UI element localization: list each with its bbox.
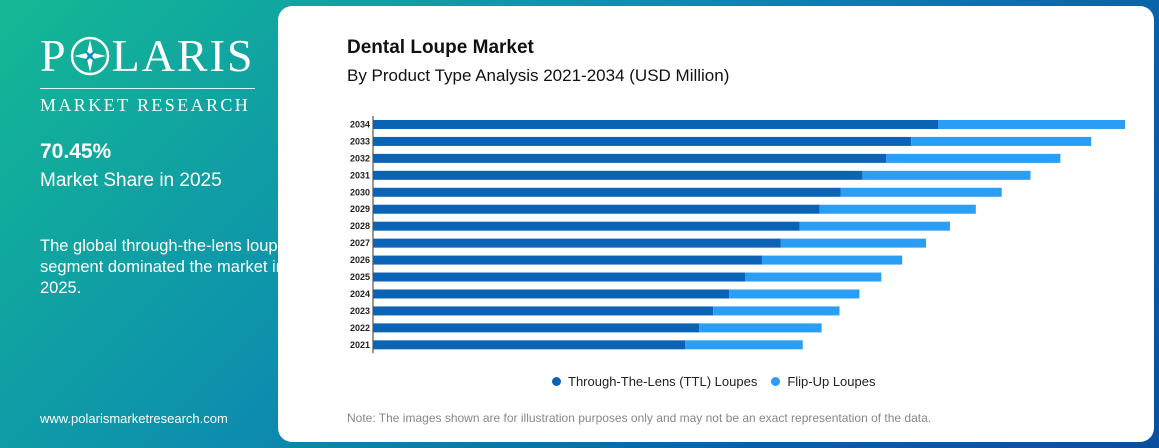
- y-tick-label: 2028: [350, 221, 370, 231]
- bar-flip-2022: [699, 323, 822, 333]
- bar-flip-2027: [780, 238, 927, 248]
- legend-label-flip: Flip-Up Loupes: [787, 374, 876, 389]
- y-tick-label: 2022: [350, 323, 370, 333]
- website-link[interactable]: www.polarismarketresearch.com: [40, 411, 228, 426]
- chart-legend: Through-The-Lens (TTL) Loupes Flip-Up Lo…: [552, 374, 889, 389]
- y-tick-label: 2021: [350, 340, 370, 350]
- chart-title: Dental Loupe Market: [347, 37, 534, 58]
- bar-flip-2032: [886, 153, 1061, 163]
- legend-item-flip: Flip-Up Loupes: [771, 374, 875, 389]
- polaris-logo: P LARIS MARKET RESEARCH: [40, 30, 260, 116]
- bar-ttl-2024: [373, 289, 730, 299]
- logo-letters-laris: LARIS: [111, 30, 255, 81]
- left-panel: P LARIS MARKET RESEARCH 70.45% Market Sh…: [0, 0, 340, 448]
- bar-flip-2026: [761, 255, 903, 265]
- bar-ttl-2021: [373, 340, 686, 350]
- logo-wordmark: P LARIS: [40, 30, 260, 82]
- chart-subtitle: By Product Type Analysis 2021-2034 (USD …: [347, 66, 730, 85]
- y-tick-label: 2034: [350, 119, 370, 129]
- legend-label-ttl: Through-The-Lens (TTL) Loupes: [568, 374, 758, 389]
- bar-ttl-2031: [373, 170, 863, 180]
- y-tick-label: 2024: [350, 289, 370, 299]
- bar-ttl-2027: [373, 238, 781, 248]
- y-tick-label: 2025: [350, 272, 370, 282]
- bar-flip-2024: [729, 289, 860, 299]
- bar-ttl-2033: [373, 136, 912, 146]
- bar-flip-2023: [713, 306, 840, 316]
- logo-divider: [40, 88, 255, 89]
- bar-flip-2028: [799, 221, 950, 231]
- bar-ttl-2029: [373, 204, 820, 214]
- bar-flip-2030: [840, 187, 1002, 197]
- y-tick-label: 2026: [350, 255, 370, 265]
- bar-flip-2021: [685, 340, 803, 350]
- bar-ttl-2022: [373, 323, 700, 333]
- bar-ttl-2032: [373, 153, 887, 163]
- y-tick-label: 2027: [350, 238, 370, 248]
- bar-ttl-2026: [373, 255, 762, 265]
- bar-flip-2031: [862, 170, 1031, 180]
- bar-ttl-2028: [373, 221, 800, 231]
- legend-item-ttl: Through-The-Lens (TTL) Loupes: [552, 374, 757, 389]
- bar-flip-2033: [911, 136, 1092, 146]
- market-share-label: Market Share in 2025: [40, 170, 222, 191]
- y-tick-label: 2030: [350, 187, 370, 197]
- y-tick-label: 2032: [350, 153, 370, 163]
- bar-ttl-2023: [373, 306, 714, 316]
- compass-star-icon: [70, 36, 109, 76]
- y-tick-label: 2029: [350, 204, 370, 214]
- legend-swatch-ttl: [552, 377, 561, 386]
- bar-ttl-2034: [373, 119, 939, 129]
- market-share-value: 70.45%: [40, 140, 112, 163]
- logo-tagline: MARKET RESEARCH: [40, 95, 251, 115]
- y-tick-label: 2031: [350, 170, 370, 180]
- legend-swatch-flip: [771, 377, 781, 386]
- bar-ttl-2030: [373, 187, 841, 197]
- bar-flip-2029: [819, 204, 976, 214]
- y-tick-label: 2023: [350, 306, 370, 316]
- bar-flip-2025: [745, 272, 882, 282]
- logo-letter-p: P: [40, 30, 68, 81]
- bar-flip-2034: [938, 119, 1126, 129]
- disclaimer-note: Note: The images shown are for illustrat…: [347, 411, 932, 425]
- y-tick-label: 2033: [350, 136, 370, 146]
- bar-ttl-2025: [373, 272, 746, 282]
- segment-summary: The global through-the-lens loupes segme…: [40, 237, 296, 297]
- bar-chart: 2034 2033 2032 2031 2030 2029 2028 2027 2026 2025…: [350, 116, 1126, 354]
